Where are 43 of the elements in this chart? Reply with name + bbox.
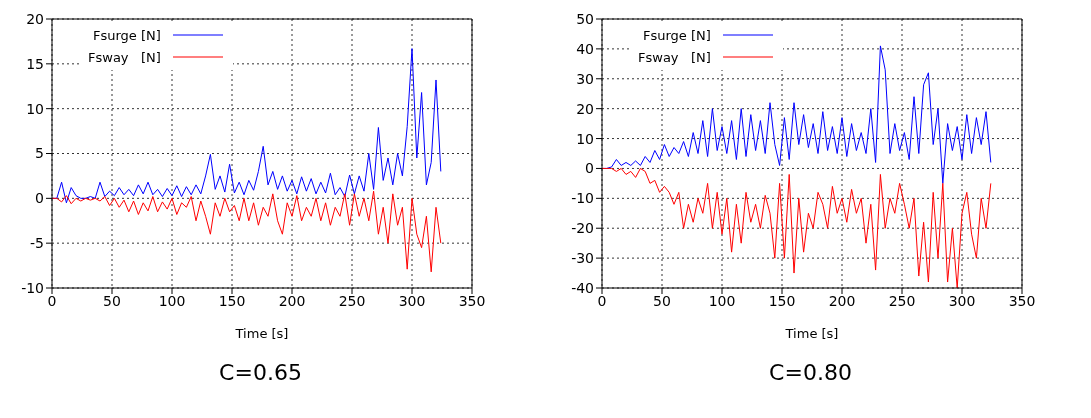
x-tick-label: 250 xyxy=(338,292,366,309)
x-axis-title: Time [s] xyxy=(784,326,839,341)
y-tick-label: 10 xyxy=(26,100,44,117)
x-tick-label: 100 xyxy=(158,292,186,309)
x-tick-label: 250 xyxy=(888,292,916,309)
x-tick-label: 350 xyxy=(458,292,486,309)
x-tick-label: 50 xyxy=(103,292,121,309)
legend-label: Fsway [N] xyxy=(88,49,161,65)
y-tick-label: 10 xyxy=(576,130,594,147)
legend-label: Fsurge [N] xyxy=(92,27,161,43)
line-series xyxy=(52,190,442,273)
x-tick-label: 200 xyxy=(278,292,306,309)
x-tick-label: 100 xyxy=(708,292,736,309)
y-tick-label: 20 xyxy=(576,100,594,117)
x-tick-label: 0 xyxy=(47,292,57,309)
text: C=0.65 xyxy=(218,360,303,385)
y-tick-label: 0 xyxy=(35,190,44,207)
y-tick-label: -5 xyxy=(30,235,44,252)
y-tick-label: 20 xyxy=(26,10,44,27)
legend-label: Fsurge [N] xyxy=(642,27,711,43)
x-axis-title: Time [s] xyxy=(234,326,289,341)
y-tick-label: -40 xyxy=(571,279,594,296)
x-tick-label: 200 xyxy=(828,292,856,309)
text: C=0.80 xyxy=(768,360,853,385)
y-tick-label: 50 xyxy=(576,10,594,27)
x-tick-label: 150 xyxy=(768,292,796,309)
line-series xyxy=(602,167,992,288)
legend-label: Fsway [N] xyxy=(638,49,711,65)
y-tick-label: -30 xyxy=(571,250,594,267)
x-tick-label: 50 xyxy=(653,292,671,309)
y-tick-label: 30 xyxy=(576,70,594,87)
x-tick-label: 350 xyxy=(1008,292,1036,309)
y-tick-label: -10 xyxy=(21,279,44,296)
y-tick-label: 40 xyxy=(576,40,594,57)
y-tick-label: -20 xyxy=(571,220,594,237)
x-tick-label: 300 xyxy=(398,292,426,309)
y-tick-label: 5 xyxy=(35,145,44,162)
y-tick-label: -10 xyxy=(571,190,594,207)
x-tick-label: 150 xyxy=(218,292,246,309)
x-tick-label: 300 xyxy=(948,292,976,309)
y-tick-label: 15 xyxy=(26,55,44,72)
y-tick-label: 0 xyxy=(585,160,594,177)
x-tick-label: 0 xyxy=(597,292,607,309)
